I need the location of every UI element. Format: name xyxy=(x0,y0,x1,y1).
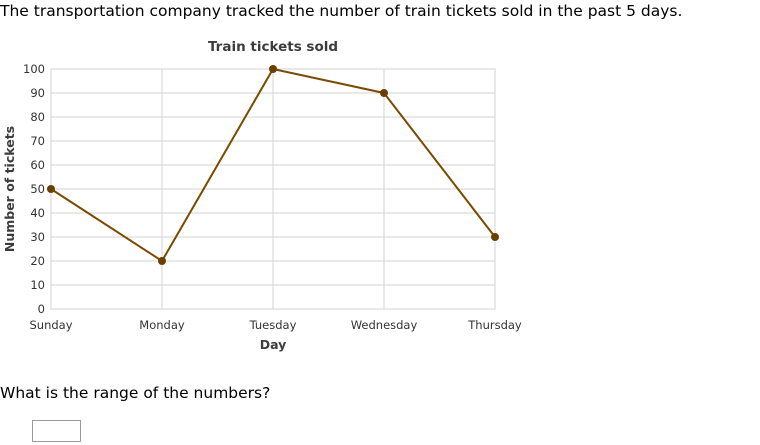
chart-title: Train tickets sold xyxy=(208,39,338,55)
data-point-monday xyxy=(158,257,166,265)
x-tick-label: Monday xyxy=(139,318,185,332)
x-axis-ticks: Sunday Monday Tuesday Wednesday Thursday xyxy=(29,318,521,332)
data-point-wednesday xyxy=(380,89,388,97)
problem-intro: The transportation company tracked the n… xyxy=(0,2,683,20)
x-tick-label: Sunday xyxy=(29,318,72,332)
y-tick-label: 70 xyxy=(30,134,45,148)
y-tick-label: 90 xyxy=(30,86,45,100)
y-tick-label: 80 xyxy=(30,110,45,124)
y-tick-label: 60 xyxy=(30,158,45,172)
x-axis-title: Day xyxy=(260,337,287,352)
y-axis-title: Number of tickets xyxy=(2,126,17,252)
y-tick-label: 40 xyxy=(30,206,45,220)
x-tick-label: Wednesday xyxy=(351,318,418,332)
y-tick-label: 0 xyxy=(38,302,45,316)
data-point-sunday xyxy=(47,185,55,193)
x-tick-label: Thursday xyxy=(467,318,522,332)
y-tick-label: 100 xyxy=(23,62,45,76)
x-tick-label: Tuesday xyxy=(249,318,297,332)
y-tick-label: 50 xyxy=(30,182,45,196)
x-gridlines xyxy=(50,69,496,309)
data-points xyxy=(47,65,499,265)
data-point-tuesday xyxy=(269,65,277,73)
question-text: What is the range of the numbers? xyxy=(0,384,271,402)
y-tick-label: 20 xyxy=(30,254,45,268)
y-tick-label: 30 xyxy=(30,230,45,244)
y-tick-label: 10 xyxy=(30,278,45,292)
line-chart: Train tickets sold 0 10 20 30 40 50 60 70 80 90 10… xyxy=(2,39,522,352)
data-point-thursday xyxy=(491,233,499,241)
y-axis-ticks: 0 10 20 30 40 50 60 70 80 90 100 xyxy=(23,62,45,316)
answer-input[interactable] xyxy=(32,420,81,442)
